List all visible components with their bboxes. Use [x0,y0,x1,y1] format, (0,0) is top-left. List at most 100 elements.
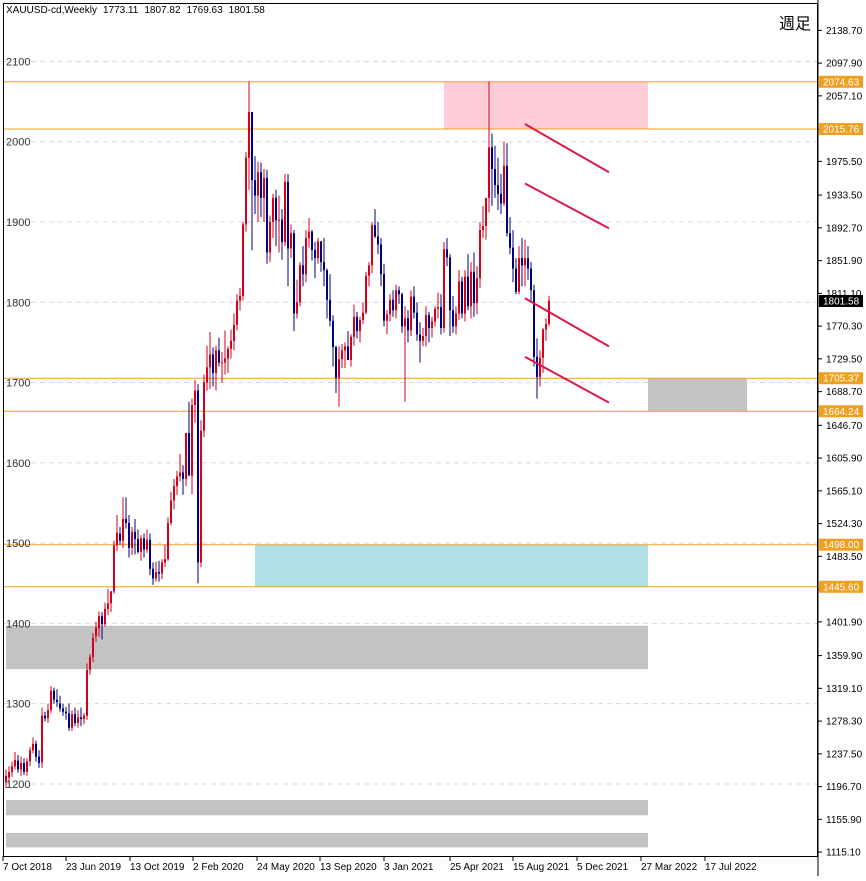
candle-body [140,538,142,552]
y-left-label: 2000 [6,137,30,149]
y-tick-label: 1483.50 [826,552,863,563]
y-tick-label: 1319.10 [826,684,863,695]
candle-body [227,348,229,359]
candle-body [134,531,136,540]
candle-body [287,181,289,249]
candle-body [419,334,421,341]
y-tick-label: 1892.70 [826,223,863,234]
close-value: 1801.58 [228,5,265,16]
candle-body [485,197,487,226]
candle-body [35,743,37,757]
candle-body [377,236,379,245]
candle-body [146,539,148,550]
candle-body [281,219,283,243]
candle-body [242,224,244,296]
candle-body [389,299,391,315]
candle-body [326,270,328,300]
svg-text:1498.00: 1498.00 [823,540,860,551]
candle-body [44,715,46,719]
price-tag: 1801.58 [819,294,863,307]
candle-body [29,750,31,762]
candle-body [203,382,205,431]
candle-body [122,519,124,541]
channel-line [524,355,610,404]
candle-body [392,299,394,311]
y-tick-label: 2057.10 [826,91,863,102]
candle-body [125,519,127,524]
candle-body [320,241,322,263]
y-tick-label: 1646.70 [826,421,863,432]
y-tick-label: 1359.90 [826,651,863,662]
candle-body [509,233,511,248]
y-left-label: 2100 [6,56,30,68]
candle-body [164,559,166,563]
candle-body [305,238,307,275]
candle-body [269,221,271,253]
candle-body [428,315,430,328]
candle-body [323,262,325,271]
candle-body [278,219,280,221]
candle-body [68,713,70,728]
candle-body [518,258,520,292]
candle-body [314,250,316,259]
y-tick-label: 2138.70 [826,26,863,37]
y-left-label: 1700 [6,378,30,390]
candle-body [350,336,352,361]
candle-body [260,172,262,198]
price-tag: 1664.24 [819,405,863,418]
x-tick-label: 17 Jul 2022 [705,862,757,873]
candle-body [491,147,493,169]
candle-body [500,193,502,204]
candle-body [302,265,304,275]
candle-body [74,714,76,723]
candle-body [359,319,361,332]
candle-body [254,180,256,196]
candle-body [188,433,190,476]
candle-body [191,405,193,476]
candle-body [11,766,13,772]
y-left-label: 1800 [6,297,30,309]
price-tag: 2015.76 [819,123,863,136]
candle-body [20,763,22,770]
candle-body [179,472,181,477]
candle-body [347,346,349,361]
candle-body [368,265,370,276]
zone-gray [6,625,648,670]
candle-body [341,350,343,360]
price-tag: 1445.60 [819,580,863,593]
x-tick-label: 27 Mar 2022 [641,862,698,873]
candle-body [521,258,523,266]
candle-body [92,637,94,658]
candle-body [182,472,184,479]
candle-body [503,165,505,204]
candle-body [380,244,382,275]
svg-text:2015.76: 2015.76 [823,125,860,136]
candle-body [107,603,109,609]
candle-body [401,294,403,327]
candle-body [116,532,118,546]
candle-body [515,268,517,292]
candle-body [413,296,415,313]
x-tick-label: 7 Oct 2018 [3,862,52,873]
candle-body [8,771,10,778]
candle-body [449,257,451,311]
y-tick-label: 1278.30 [826,717,863,728]
candle-body [26,761,28,772]
x-tick-label: 3 Jan 2021 [384,862,434,873]
candle-body [311,231,313,251]
candle-body [239,295,241,301]
candle-body [425,315,427,336]
candle-body [482,225,484,231]
x-tick-label: 13 Oct 2019 [130,862,185,873]
candle-body [152,568,154,579]
candle-body [41,715,43,763]
zone-gray [6,832,648,848]
open-value: 1773.11 [102,5,139,16]
svg-text:1664.24: 1664.24 [823,407,860,418]
candle-body [230,340,232,349]
candle-body [47,710,49,719]
candle-body [161,562,163,574]
y-left-label: 1500 [6,538,30,550]
symbol-label: XAUUSD-cd,Weekly [6,5,97,16]
